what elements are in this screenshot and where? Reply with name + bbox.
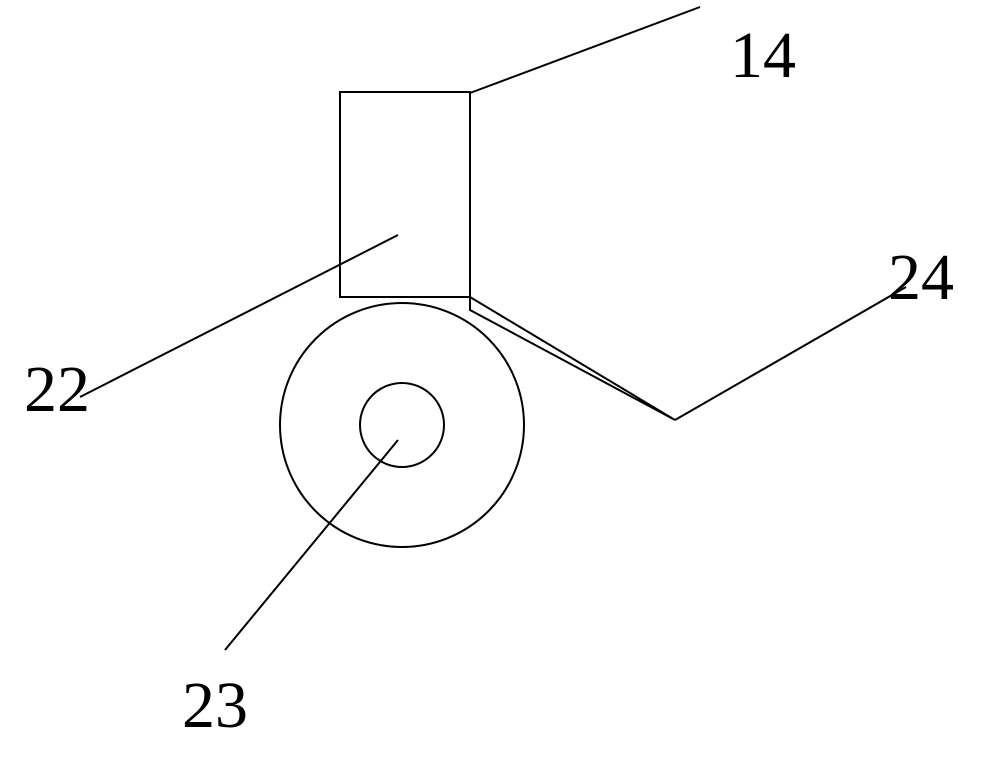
- leader-14: [470, 7, 700, 93]
- wheel-outer: [280, 303, 524, 547]
- label-24: 24: [888, 240, 954, 316]
- leader-24: [675, 287, 906, 420]
- label-22: 22: [24, 352, 90, 428]
- leader-22: [80, 235, 398, 397]
- label-23: 23: [182, 668, 248, 744]
- block-14: [340, 92, 470, 297]
- wheel-inner-23: [360, 383, 444, 467]
- technical-diagram: [0, 0, 1000, 771]
- leader-23: [225, 440, 398, 650]
- label-14: 14: [730, 18, 796, 94]
- scraper-24: [470, 297, 675, 420]
